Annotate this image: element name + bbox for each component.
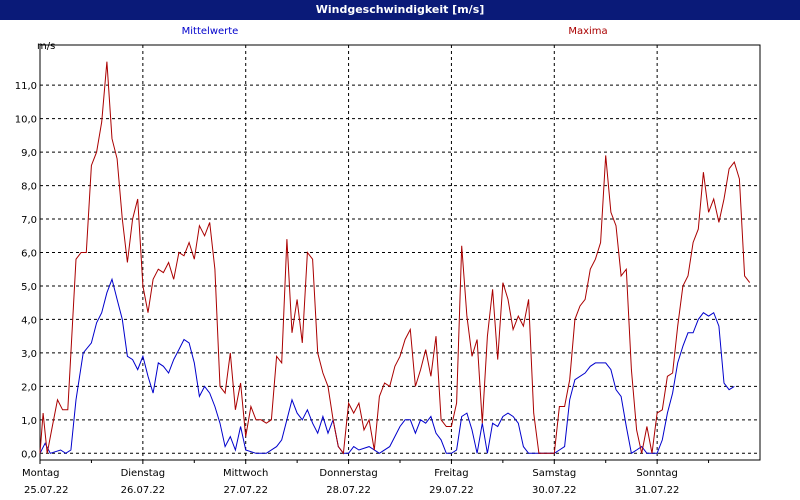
y-tick-label: 7,0 (21, 215, 37, 226)
series-lines (39, 61, 751, 455)
series-line-mittelwerte (39, 277, 735, 455)
x-tick-date: 25.07.22 (24, 485, 69, 496)
x-tick-weekday: Samstag (532, 468, 576, 479)
x-tick-date: 27.07.22 (223, 485, 268, 496)
legend-entry-mittelwerte: Mittelwerte (182, 26, 239, 37)
y-axis-label: m/s (37, 41, 55, 52)
y-tick-label: 1,0 (21, 416, 37, 427)
x-tick-date: 26.07.22 (121, 485, 166, 496)
series-line-maxima (39, 61, 751, 455)
y-axis-ticks: 0,0 1,0 2,0 3,0 4,0 5,0 6,0 7,0 8,0 9,0 10,0 11,0 (15, 81, 37, 460)
x-tick-weekday: Donnerstag (319, 468, 377, 479)
x-axis-ticks: Montag 25.07.22 Dienstag 26.07.22 Mittwoch 27… (22, 460, 710, 496)
x-tick-weekday: Freitag (434, 468, 468, 479)
x-tick-weekday: Mittwoch (223, 468, 268, 479)
y-tick-label: 3,0 (21, 349, 37, 360)
x-tick-weekday: Sonntag (636, 468, 678, 479)
chart-title: Windgeschwindigkeit [m/s] (0, 0, 800, 20)
y-tick-label: 6,0 (21, 249, 37, 260)
x-tick-date: 31.07.22 (635, 485, 680, 496)
legend: Mittelwerte Maxima (182, 26, 608, 37)
y-tick-label: 4,0 (21, 315, 37, 326)
y-tick-label: 11,0 (15, 81, 37, 92)
y-tick-label: 9,0 (21, 148, 37, 159)
legend-entry-maxima: Maxima (568, 26, 607, 37)
y-tick-label: 2,0 (21, 382, 37, 393)
x-tick-date: 28.07.22 (326, 485, 371, 496)
x-tick-date: 29.07.22 (429, 485, 474, 496)
y-tick-label: 5,0 (21, 282, 37, 293)
y-tick-label: 8,0 (21, 182, 37, 193)
x-tick-weekday: Dienstag (121, 468, 166, 479)
y-tick-label: 0,0 (21, 449, 37, 460)
y-tick-label: 10,0 (15, 115, 37, 126)
chart-grid (40, 45, 760, 460)
x-tick-date: 30.07.22 (532, 485, 577, 496)
x-tick-weekday: Montag (22, 468, 59, 479)
